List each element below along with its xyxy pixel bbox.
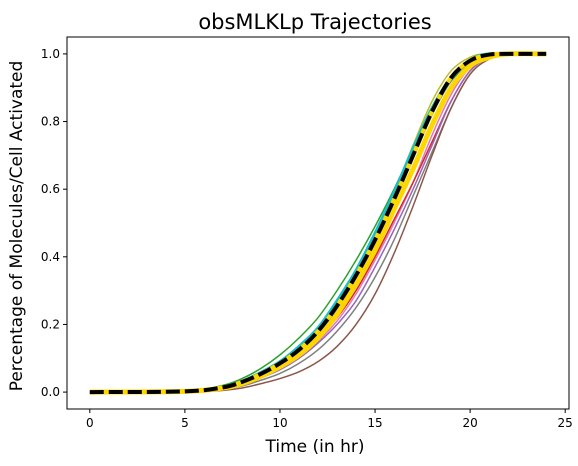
series-line-6 xyxy=(89,52,547,393)
y-tick-label: 0.4 xyxy=(41,250,60,264)
series-layer xyxy=(89,51,547,395)
y-tick-label: 1.0 xyxy=(41,47,60,61)
x-axis-ticks: 0 5 10 15 20 25 xyxy=(86,409,573,430)
y-axis-ticks: 0.0 0.2 0.4 0.6 0.8 1.0 xyxy=(41,47,67,399)
x-tick-label: 10 xyxy=(272,416,287,430)
x-tick-label: 0 xyxy=(86,416,94,430)
y-tick-label: 0.2 xyxy=(41,317,60,331)
y-tick-label: 0.0 xyxy=(41,385,60,399)
x-axis-label: Time (in hr) xyxy=(265,437,365,457)
x-tick-label: 25 xyxy=(558,416,573,430)
x-tick-label: 5 xyxy=(181,416,189,430)
series-line-11 xyxy=(89,51,547,395)
x-tick-label: 15 xyxy=(367,416,382,430)
y-axis-label: Percentage of Molecules/Cell Activated xyxy=(7,61,27,392)
chart-title: obsMLKLp Trajectories xyxy=(198,10,431,34)
y-tick-label: 0.6 xyxy=(41,182,60,196)
x-tick-label: 20 xyxy=(462,416,477,430)
y-tick-label: 0.8 xyxy=(41,115,60,129)
axes-frame xyxy=(66,36,570,410)
